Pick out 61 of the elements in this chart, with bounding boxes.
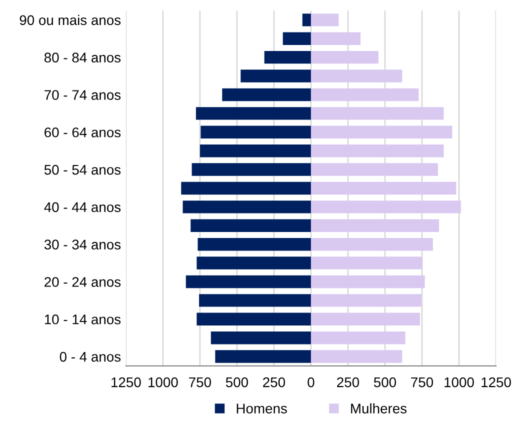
bar [310,14,339,26]
bar [310,126,452,138]
bar [310,182,456,195]
bar [310,200,461,214]
x-tick-label: 1000 [444,377,474,388]
bar [310,294,422,307]
bar [196,256,311,270]
x-tick-label: 500 [374,377,396,388]
x-tick-label: 1000 [148,377,178,388]
bar [310,70,402,82]
bar [310,219,440,232]
bar [310,312,420,326]
bar [198,238,311,251]
bar [199,294,311,307]
x-tick-label: 750 [411,377,434,388]
y-tick-label: 80 - 84 anos [44,52,121,62]
legend-label: Mulheres [351,403,407,414]
y-tick-label: 70 - 74 anos [44,90,121,100]
bar [310,331,406,344]
bar [310,144,444,158]
bar [240,70,311,82]
x-tick-label: 0 [308,377,314,388]
x-tick-label: 250 [263,377,286,388]
bar [215,350,311,363]
bar [196,107,311,120]
y-tick-label: 0 - 4 anos [60,352,121,362]
bar [310,88,419,102]
x-tick-label: 1250 [112,377,141,388]
bar [310,238,433,251]
x-tick-label: 250 [337,377,360,388]
bar [310,256,422,270]
bar [302,14,311,26]
y-tick-label: 30 - 34 anos [44,240,121,250]
bar [182,200,311,214]
bar [200,126,311,138]
bar [210,331,311,344]
bar [192,163,311,176]
bar [181,182,311,195]
x-tick-label: 750 [189,377,211,388]
y-tick-label: 40 - 44 anos [44,202,121,212]
bar [310,107,444,120]
bar [190,219,311,232]
bar [310,50,378,64]
y-tick-label: 90 ou mais anos [20,14,121,26]
bar [264,50,311,64]
bar [200,144,311,158]
bar [310,163,438,176]
y-tick-label: 50 - 54 anos [44,164,121,175]
bar [282,32,311,45]
bar [310,350,402,363]
bar [196,312,311,326]
bar [222,88,311,102]
x-tick-label: 1250 [482,377,511,388]
y-tick-label: 10 - 14 anos [44,314,121,324]
y-tick-label: 60 - 64 anos [44,127,121,138]
bar [310,32,361,45]
x-tick-label: 500 [226,377,248,388]
bar [310,275,425,288]
y-tick-label: 20 - 24 anos [44,277,121,287]
bar [186,275,311,288]
legend-label: Homens [236,404,287,414]
